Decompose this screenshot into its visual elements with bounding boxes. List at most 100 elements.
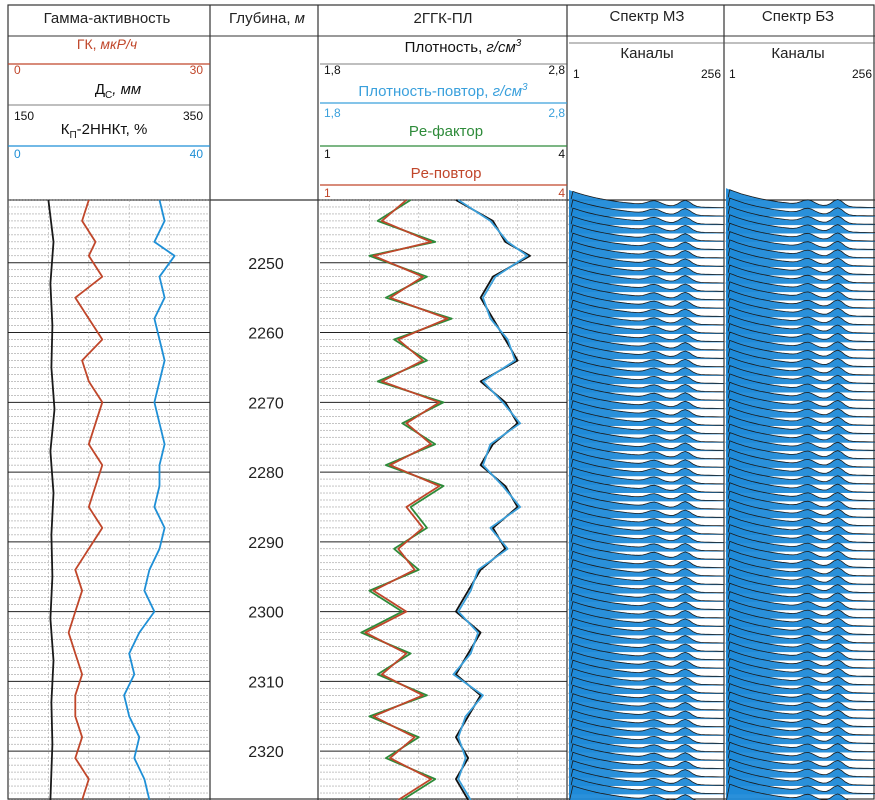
spectrum-trace — [569, 709, 724, 728]
spectrum-trace — [726, 238, 875, 259]
depth-label: 2320 — [248, 744, 284, 761]
spectrum-outline — [568, 743, 725, 762]
grid — [8, 199, 567, 800]
spec-mz-min: 1 — [573, 67, 580, 81]
spectrum-trace — [726, 581, 875, 602]
spectrum-trace — [569, 650, 724, 669]
spectrum-trace — [569, 231, 724, 251]
spectrum-trace — [726, 514, 875, 535]
spectrum-trace — [726, 732, 875, 753]
spec-mz-title: Спектр МЗ — [610, 8, 685, 25]
spectrum-trace — [726, 288, 875, 309]
depth-title: Глубина, м — [229, 10, 305, 27]
spectrum-outline — [725, 649, 875, 669]
spectrum-trace — [569, 575, 724, 594]
density-title: 2ГГК-ПЛ — [414, 10, 473, 27]
spectrum-trace — [726, 430, 875, 452]
spectrum-trace — [569, 198, 724, 217]
spectrum-trace — [726, 221, 875, 242]
spectrum-outline — [568, 349, 725, 368]
curve-Плотность-повтор — [452, 199, 529, 800]
spectrum-trace — [569, 315, 724, 334]
spectrum-trace — [726, 246, 875, 267]
spectrum-trace — [569, 700, 724, 720]
spectrum-trace — [726, 338, 875, 360]
spectrum-outline — [568, 542, 724, 561]
spectrum-outline — [568, 693, 724, 711]
spectrum-outline — [725, 641, 875, 661]
spectrum-trace — [569, 583, 724, 602]
spectrum-outline — [725, 515, 875, 535]
spectrum-trace — [569, 767, 724, 787]
spectrum-outline — [568, 299, 725, 318]
spectrum-trace — [726, 531, 875, 552]
spectrum-outline — [568, 441, 725, 460]
spectrum-outline — [725, 264, 875, 284]
spectrum-trace — [726, 698, 875, 720]
spectrum-trace — [726, 296, 875, 318]
spectrum-outline — [725, 297, 875, 318]
spectrum-outline — [725, 599, 875, 619]
kp-min: 0 — [14, 147, 21, 161]
spectrum-outline — [725, 657, 875, 678]
curve-Pe-фактор — [360, 199, 453, 800]
spectrum-trace — [569, 600, 724, 619]
spectrum-outline — [568, 735, 725, 753]
spectrum-trace — [569, 432, 724, 452]
spectrum-outline — [568, 391, 725, 410]
spectrum-outline — [568, 659, 725, 678]
spectrum-outline — [725, 230, 875, 251]
spectrum-trace — [726, 481, 875, 502]
spectrum-trace — [569, 642, 724, 661]
spectrum-trace — [726, 489, 875, 510]
spectrum-trace — [569, 290, 724, 309]
spectrum-trace — [569, 483, 724, 502]
spectrum-outline — [568, 282, 724, 301]
chart-frame — [7, 4, 875, 800]
spectrum-trace — [569, 616, 724, 636]
spectrum-trace — [569, 374, 724, 393]
spectrum-trace — [569, 399, 724, 418]
spectrum-outline — [568, 634, 724, 653]
depth-label: 2300 — [248, 605, 284, 622]
curve-Pe-повтор — [364, 199, 449, 800]
spectrum-trace — [726, 523, 875, 544]
spectrum-trace — [726, 271, 875, 293]
spectrum-trace — [569, 533, 724, 552]
spectrum-outline — [568, 609, 724, 628]
spectrum-trace — [569, 499, 724, 519]
kp-label: КП-2ННКт, % — [61, 121, 148, 141]
spectrum-outline — [725, 524, 875, 544]
depth-label: 2250 — [248, 256, 284, 273]
spectrum-trace — [569, 591, 724, 611]
pe-repeat-label: Pe-повтор — [411, 165, 482, 182]
spectrum-outline — [568, 249, 724, 268]
spectrum-trace — [569, 541, 724, 560]
spectrum-outline — [725, 197, 875, 217]
spectrum-outline — [725, 289, 875, 309]
spectrum-trace — [569, 424, 724, 443]
spectrum-trace — [569, 215, 724, 234]
spectrum-trace — [726, 673, 875, 694]
spec-bz-title: Спектр БЗ — [762, 8, 834, 25]
spectrum-outline — [725, 683, 875, 703]
spectrum-trace — [726, 397, 875, 418]
spectrum-trace — [569, 265, 724, 284]
spectrum-outline — [725, 590, 875, 611]
spectrum-outline — [568, 525, 725, 544]
spectrum-outline — [725, 423, 875, 443]
spectrum-outline — [725, 431, 875, 452]
spectrum-outline — [568, 266, 725, 284]
spectrum-outline — [725, 239, 875, 259]
spectrum-outline — [725, 406, 875, 427]
spectrum-trace — [569, 365, 724, 385]
spectrum-trace — [569, 508, 724, 527]
spectrum-trace — [569, 759, 724, 778]
spectrum-trace — [726, 573, 875, 594]
spectrum-outline — [568, 651, 725, 669]
dc-max: 350 — [183, 109, 203, 123]
dc-min: 150 — [14, 109, 34, 123]
curves — [47, 199, 531, 800]
spectrum-outline — [568, 358, 725, 376]
spectrum-outline — [725, 691, 875, 711]
